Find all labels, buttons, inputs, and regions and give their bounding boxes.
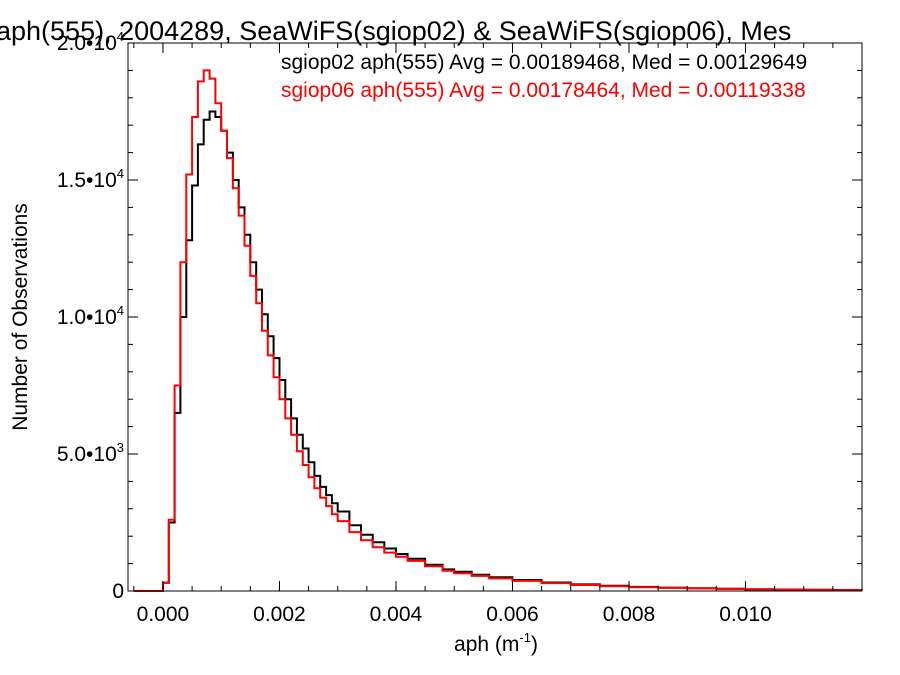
x-tick-label: 0.002: [253, 603, 306, 626]
x-axis-label: aph (m-1): [454, 630, 538, 656]
x-tick-label: 0.008: [603, 603, 656, 626]
series-layer: [133, 69, 863, 592]
series-line-sgiop06: [133, 69, 863, 592]
y-tick-label: 2.0•104: [57, 29, 124, 55]
y-tick-label: 1.5•104: [57, 166, 124, 192]
y-tick-label: 5.0•103: [57, 440, 124, 466]
legend-entry-sgiop02: sgiop02 aph(555) Avg = 0.00189468, Med =…: [281, 51, 807, 74]
x-axis-label-close: ): [531, 633, 538, 656]
x-tick-label: 0.004: [370, 603, 423, 626]
y-tick-label: 0: [112, 580, 124, 603]
legend-entry-sgiop06: sgiop06 aph(555) Avg = 0.00178464, Med =…: [281, 79, 806, 102]
x-axis-label-superscript: -1: [519, 630, 531, 645]
x-axis-label-base: aph (m: [454, 633, 519, 656]
chart-title: aph(555), 2004289, SeaWiFS(sgiop02) & Se…: [0, 16, 791, 46]
tick-layer: 0.000 0.002 0.004 0.006 0.008 0.010 0 5.0•103 1.…: [57, 29, 862, 626]
x-tick-label: 0.000: [137, 603, 190, 626]
x-tick-label: 0.010: [719, 603, 772, 626]
x-tick-label: 0.006: [486, 603, 539, 626]
y-tick-label: 1.0•104: [57, 303, 124, 329]
y-axis-label: Number of Observations: [9, 203, 32, 431]
